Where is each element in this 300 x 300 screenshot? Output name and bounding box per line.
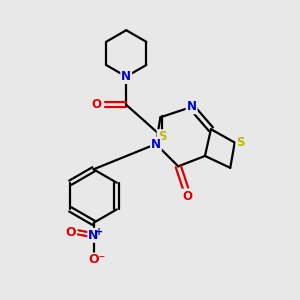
Text: +: + bbox=[95, 227, 103, 237]
Text: O: O bbox=[65, 226, 76, 239]
Text: N: N bbox=[121, 70, 131, 83]
Text: S: S bbox=[236, 136, 245, 149]
Text: N: N bbox=[151, 138, 161, 151]
Text: N: N bbox=[88, 229, 99, 242]
Text: O⁻: O⁻ bbox=[88, 254, 106, 266]
Text: O: O bbox=[92, 98, 101, 111]
Text: S: S bbox=[158, 130, 166, 143]
Text: O: O bbox=[182, 190, 192, 202]
Text: N: N bbox=[187, 100, 196, 113]
